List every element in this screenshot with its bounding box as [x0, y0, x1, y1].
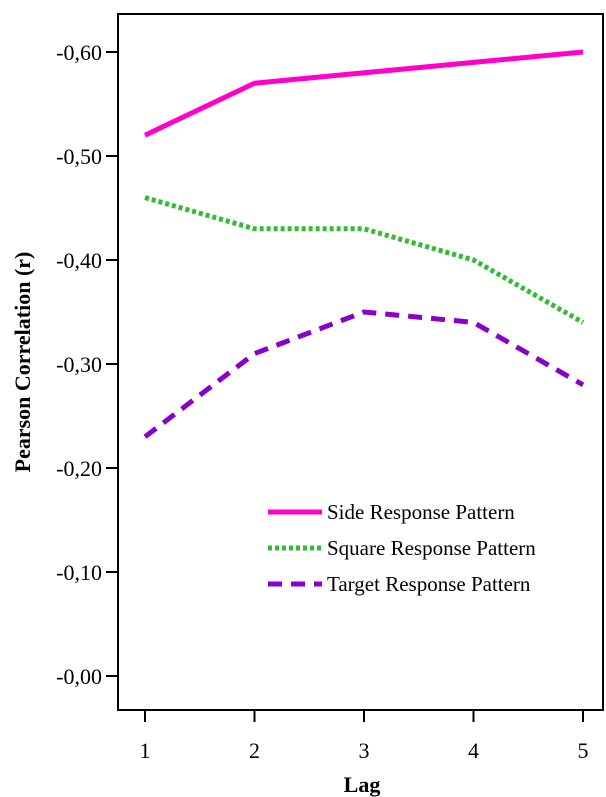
x-axis: 1 2 3 4 5 — [140, 710, 589, 763]
x-tick-label: 1 — [140, 738, 151, 763]
y-axis: -0,00 -0,10 -0,20 -0,30 -0,40 -0,50 -0,60 — [56, 40, 118, 689]
x-axis-title: Lag — [344, 772, 381, 797]
y-axis-title: Pearson Correlation (r) — [10, 252, 35, 473]
series-line-dotted — [144, 195, 585, 325]
x-tick-label: 2 — [249, 738, 260, 763]
x-tick-label: 5 — [578, 738, 589, 763]
y-tick-label: -0,00 — [56, 664, 102, 689]
series-lines — [143, 49, 585, 439]
series-line-dashed — [143, 309, 585, 439]
legend: Side Response Pattern Square Response Pat… — [268, 500, 536, 596]
legend-label: Target Response Pattern — [327, 572, 531, 596]
x-tick-label: 3 — [359, 738, 370, 763]
series-line-solid — [143, 49, 584, 138]
legend-label: Side Response Pattern — [327, 500, 515, 524]
y-tick-label: -0,30 — [56, 352, 102, 377]
y-tick-label: -0,40 — [56, 248, 102, 273]
legend-label: Square Response Pattern — [327, 536, 536, 560]
y-tick-label: -0,10 — [56, 560, 102, 585]
plot-frame — [117, 13, 604, 711]
x-tick-label: 4 — [468, 738, 479, 763]
y-tick-label: -0,60 — [56, 40, 102, 65]
y-tick-label: -0,50 — [56, 144, 102, 169]
y-tick-label: -0,20 — [56, 456, 102, 481]
